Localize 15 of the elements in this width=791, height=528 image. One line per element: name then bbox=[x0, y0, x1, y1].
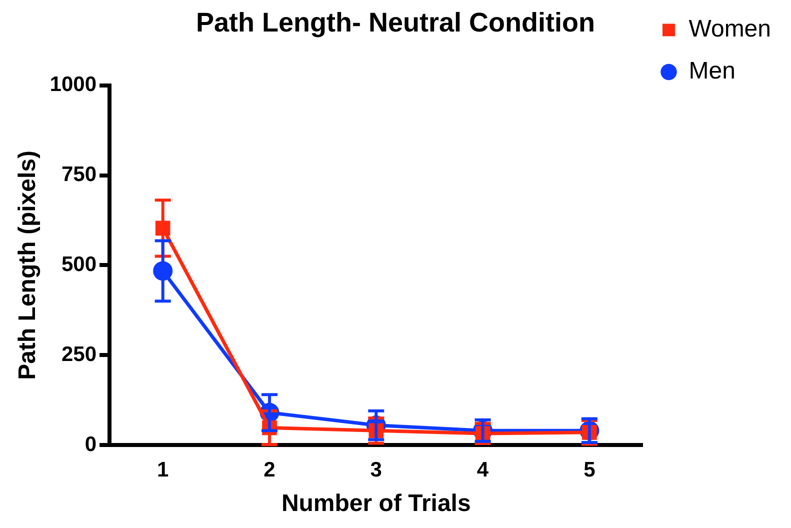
legend-label: Women bbox=[688, 16, 772, 43]
legend-label: Men bbox=[688, 58, 736, 85]
chart-title: Path Length- Neutral Condition bbox=[196, 8, 595, 38]
y-tick-label: 250 bbox=[61, 342, 97, 366]
x-tick-label: 5 bbox=[584, 458, 596, 482]
y-tick-label: 500 bbox=[61, 252, 97, 276]
y-axis-title: Path Length (pixels) bbox=[14, 150, 42, 380]
y-tick-label: 1000 bbox=[50, 73, 97, 96]
x-tick-label: 3 bbox=[370, 458, 382, 482]
x-tick-label: 2 bbox=[264, 458, 276, 482]
y-tick-label: 750 bbox=[61, 163, 97, 186]
x-tick-label: 4 bbox=[476, 458, 489, 482]
x-tick-label: 1 bbox=[156, 458, 169, 482]
x-axis-title: Number of Trials bbox=[281, 490, 471, 518]
y-tick-label: 0 bbox=[84, 432, 97, 456]
